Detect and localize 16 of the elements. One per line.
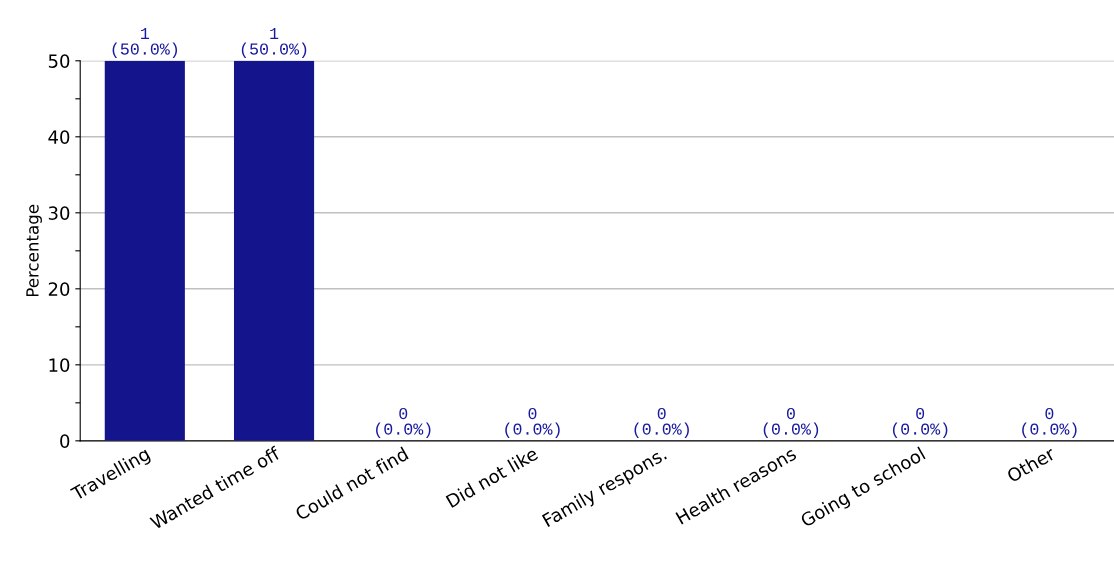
data-label: 0 (0.0%) bbox=[634, 407, 689, 439]
data-label: 0 (0.0%) bbox=[376, 407, 431, 439]
y-axis-title: Percentage bbox=[26, 204, 42, 297]
y-tick-label: 50 bbox=[48, 54, 70, 68]
y-tick-label: 40 bbox=[48, 130, 70, 144]
data-label: 0 (0.0%) bbox=[763, 407, 819, 439]
y-tick-label: 0 bbox=[60, 434, 70, 448]
data-label: 0 (0.0%) bbox=[505, 407, 560, 439]
data-label: 1 (50.0%) bbox=[241, 28, 307, 59]
data-label: 0 (0.0%) bbox=[1022, 407, 1077, 439]
x-tick-label: Did not like bbox=[445, 446, 539, 509]
y-tick-label: 30 bbox=[48, 206, 70, 220]
y-tick-label: 10 bbox=[49, 358, 70, 372]
y-tick-label: 20 bbox=[48, 282, 70, 296]
data-label: 1 (50.0%) bbox=[112, 28, 178, 59]
data-label: 0 (0.0%) bbox=[892, 407, 948, 439]
